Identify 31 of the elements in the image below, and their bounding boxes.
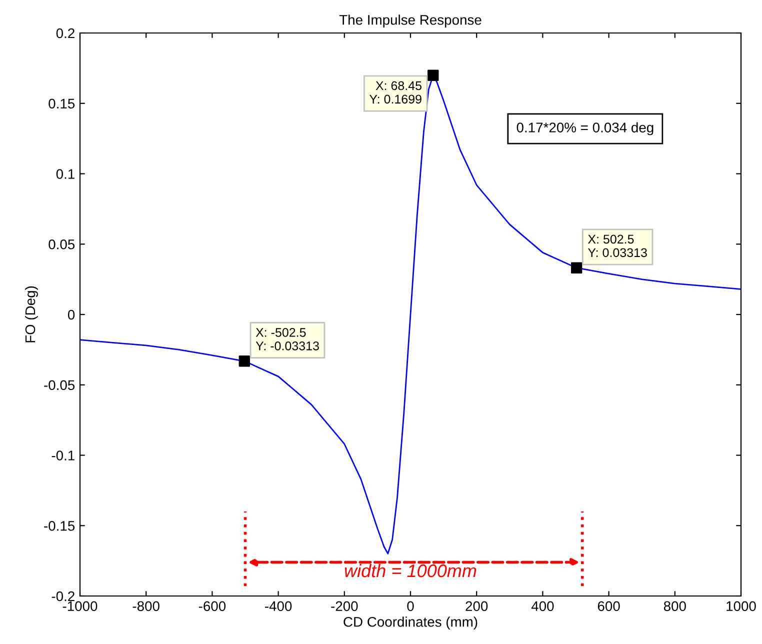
y-tick-label: 0.1 xyxy=(56,169,74,179)
y-tick-label: 0.15 xyxy=(48,98,75,109)
x-tick-label: -1000 xyxy=(62,601,98,612)
x-tick-label: 0 xyxy=(407,601,414,612)
y-tick-label: -0.15 xyxy=(44,520,75,531)
annotation: X: -502.5 Y: -0.03313 xyxy=(256,328,319,350)
annotation: width = 1000mm xyxy=(344,564,476,578)
annotation: X: 502.5 Y: 0.03313 xyxy=(588,234,647,258)
y-tick-label: 0 xyxy=(68,310,75,320)
y-tick-label: 0.05 xyxy=(48,239,75,250)
x-tick-label: -800 xyxy=(132,601,160,612)
y-tick-label: 0.2 xyxy=(56,28,74,38)
x-axis-title: CD Coordinates (mm) xyxy=(344,616,478,630)
point xyxy=(428,70,439,81)
y-tick-label: -0.05 xyxy=(44,380,75,390)
x-tick-label: -200 xyxy=(331,601,358,612)
x-tick-label: 1000 xyxy=(726,601,756,612)
x-tick-label: 200 xyxy=(466,601,488,612)
annotation: X: 68.45 Y: 0.1699 xyxy=(369,81,422,104)
x-tick-label: -600 xyxy=(198,601,226,612)
x-tick-label: 800 xyxy=(664,601,686,612)
annotation: 0.17*20% = 0.034 deg xyxy=(516,122,654,136)
point xyxy=(238,356,250,367)
chart-title: The Impulse Response xyxy=(339,14,482,28)
y-axis-title: FO (Deg) xyxy=(24,286,38,342)
y-tick-label: -0.1 xyxy=(52,450,74,460)
x-tick-label: 400 xyxy=(531,601,554,612)
x-tick-label: -400 xyxy=(265,601,292,612)
x-tick-label: 600 xyxy=(598,601,620,612)
y-tick-label: -0.2 xyxy=(52,591,74,602)
point xyxy=(570,262,582,274)
